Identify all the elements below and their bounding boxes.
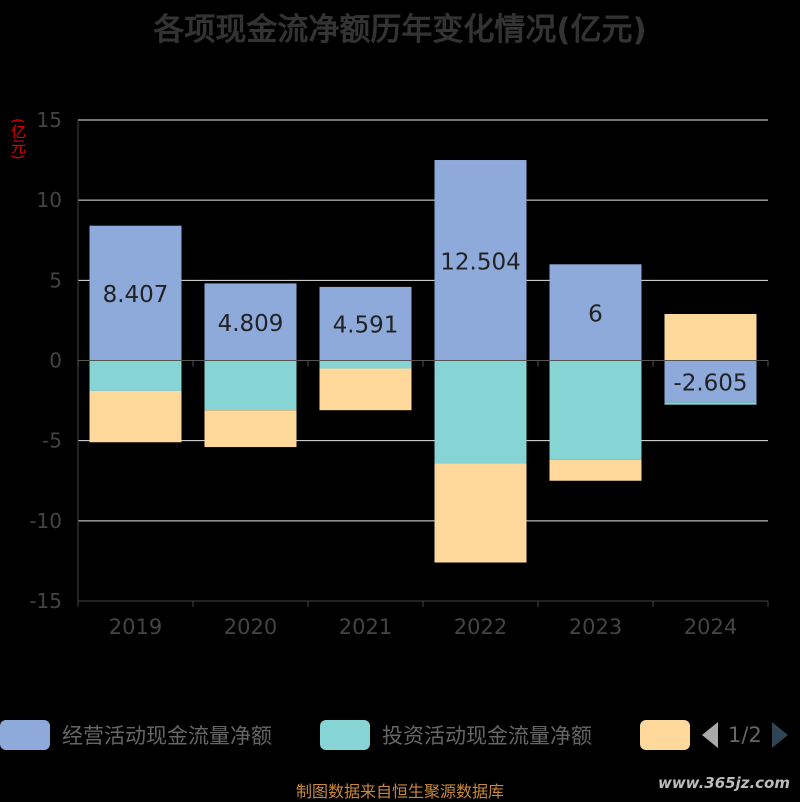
x-tick-label: 2020: [224, 615, 277, 639]
legend-item-financing[interactable]: [640, 718, 690, 752]
bar-segment: [434, 463, 527, 563]
data-label: -2.605: [673, 370, 747, 396]
y-tick-label: -5: [42, 429, 62, 453]
legend-label-investing: 投资活动现金流量净额: [382, 724, 592, 748]
watermark: www.365jz.com: [657, 774, 790, 792]
legend-item-investing[interactable]: 投资活动现金流量净额: [320, 718, 592, 752]
x-tick-label: 2019: [109, 615, 162, 639]
legend-swatch-operating: [0, 720, 50, 750]
bar-segment: [319, 286, 412, 361]
bar-segment: [664, 360, 757, 403]
bar-segment: [434, 160, 527, 361]
bar-segment: [319, 368, 412, 411]
x-tick-label: 2023: [569, 615, 622, 639]
bar-segment: [204, 283, 297, 361]
x-tick-label: 2024: [684, 615, 737, 639]
y-tick-label: 0: [49, 349, 62, 373]
y-tick-label: -15: [29, 589, 62, 613]
bar-segment: [434, 360, 527, 464]
bar-segment: [204, 360, 297, 411]
y-axis-unit: (亿元): [9, 118, 27, 160]
bar-segment: [89, 390, 182, 443]
data-label: 6: [588, 301, 603, 327]
bar-segment: [89, 225, 182, 361]
chevron-right-icon[interactable]: [770, 720, 790, 750]
bar-segment: [549, 264, 642, 361]
bar-segment: [549, 360, 642, 460]
bar-segment: [204, 410, 297, 448]
bar-segment: [664, 402, 757, 405]
legend-pager: 1/2: [700, 718, 790, 752]
bar-segment: [549, 459, 642, 481]
x-tick-label: 2021: [339, 615, 392, 639]
bar-segment: [89, 360, 182, 391]
legend-page-indicator: 1/2: [728, 723, 762, 747]
data-label: 12.504: [440, 249, 520, 275]
legend-item-operating[interactable]: 经营活动现金流量净额: [0, 718, 272, 752]
legend: 经营活动现金流量净额 投资活动现金流量净额 1/2: [0, 718, 800, 752]
y-tick-label: 5: [49, 268, 62, 292]
chevron-left-icon[interactable]: [700, 720, 720, 750]
data-label: 8.407: [103, 282, 169, 308]
y-tick-label: 10: [37, 188, 62, 212]
legend-label-operating: 经营活动现金流量净额: [62, 724, 272, 748]
legend-swatch-investing: [320, 720, 370, 750]
chart-title: 各项现金流净额历年变化情况(亿元): [153, 12, 647, 48]
data-label: 4.591: [333, 313, 399, 339]
source-note: 制图数据来自恒生聚源数据库: [295, 782, 504, 801]
bar-segment: [319, 360, 412, 369]
data-label: 4.809: [218, 311, 284, 337]
legend-swatch-financing: [640, 720, 690, 750]
y-tick-label: -10: [29, 509, 62, 533]
bar-segment: [664, 314, 757, 361]
y-tick-label: 15: [37, 108, 62, 132]
x-tick-label: 2022: [454, 615, 507, 639]
